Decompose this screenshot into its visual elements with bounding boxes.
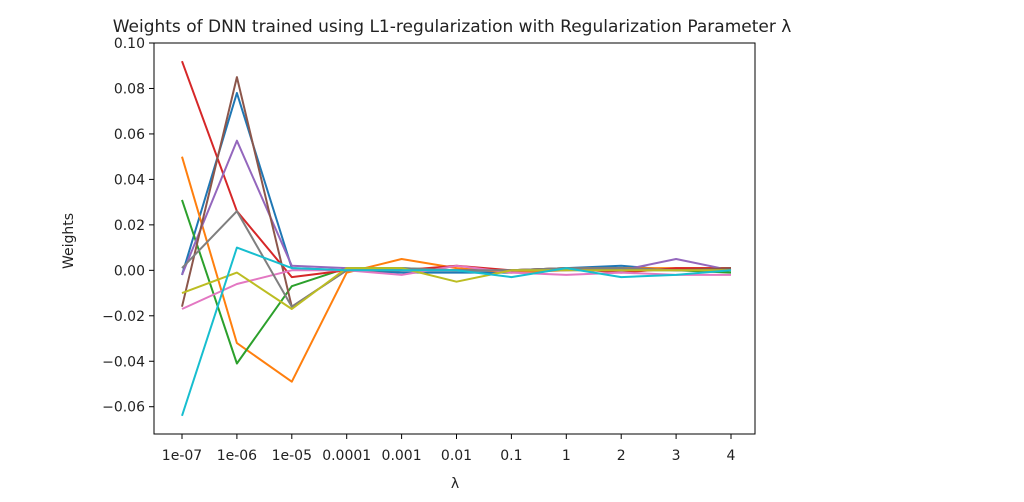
x-tick-label: 0.01 — [441, 448, 472, 464]
y-axis-label: Weights — [61, 213, 77, 269]
y-tick-label: 0.06 — [114, 127, 145, 143]
series-line-9 — [181, 267, 731, 310]
x-axis-label: λ — [451, 476, 459, 492]
series-line-8 — [181, 210, 731, 308]
x-tick-label: 0.001 — [382, 448, 422, 464]
series-lines — [181, 60, 732, 417]
y-axis: −0.06 −0.04 −0.02 0.00 0.02 0.04 0.06 0.08 0.10 — [102, 36, 154, 416]
x-tick-label: 2 — [617, 448, 626, 464]
x-tick-label: 1e-05 — [272, 448, 312, 464]
x-tick-label: 4 — [727, 448, 736, 464]
y-tick-label: 0.00 — [114, 263, 145, 279]
y-tick-label: −0.04 — [102, 354, 145, 370]
x-tick-label: 0.1 — [500, 448, 522, 464]
x-tick-label: 1e-06 — [217, 448, 257, 464]
y-tick-label: 0.08 — [114, 81, 145, 97]
y-tick-label: 0.02 — [114, 218, 145, 234]
x-axis: 1e-07 1e-06 1e-05 0.0001 0.001 0.01 0.1 1 2 3 4 — [162, 434, 736, 464]
y-tick-label: 0.10 — [114, 36, 145, 52]
y-tick-label: −0.02 — [102, 309, 145, 325]
series-line-4 — [181, 60, 731, 279]
x-tick-label: 1e-07 — [162, 448, 202, 464]
x-tick-label: 1 — [562, 448, 571, 464]
y-tick-label: 0.04 — [114, 172, 145, 188]
chart-title: Weights of DNN trained using L1-regulari… — [113, 17, 792, 37]
x-tick-label: 0.0001 — [322, 448, 371, 464]
series-line-5 — [181, 139, 732, 276]
series-line-10 — [181, 246, 732, 417]
y-tick-label: −0.06 — [102, 400, 145, 416]
x-tick-label: 3 — [672, 448, 681, 464]
series-line-1 — [181, 92, 731, 276]
plot-area-frame — [153, 42, 756, 435]
